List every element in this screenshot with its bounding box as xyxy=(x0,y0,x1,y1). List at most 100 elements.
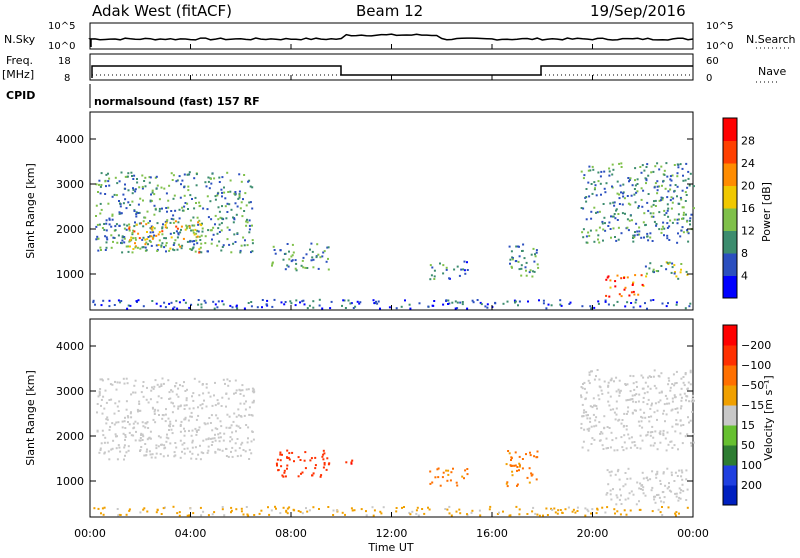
data-cell xyxy=(342,299,345,302)
data-cell xyxy=(224,382,226,385)
data-cell xyxy=(105,229,108,232)
data-cell xyxy=(534,253,536,256)
data-cell xyxy=(229,190,232,193)
data-cell xyxy=(198,394,201,397)
data-cell xyxy=(160,513,163,515)
data-cell xyxy=(664,484,667,487)
data-cell xyxy=(144,176,147,179)
data-cell xyxy=(165,242,168,244)
y-tick-label: 1000 xyxy=(56,268,84,281)
data-cell xyxy=(219,216,222,219)
data-cell xyxy=(153,213,156,216)
data-cell xyxy=(165,408,167,411)
data-cell xyxy=(250,251,252,254)
data-cell xyxy=(139,450,141,452)
data-cell xyxy=(323,452,326,455)
data-cell xyxy=(448,512,451,515)
data-cell xyxy=(583,409,586,412)
data-cell xyxy=(176,512,179,515)
data-cell xyxy=(666,431,669,434)
data-cell xyxy=(187,419,190,422)
data-cell xyxy=(459,301,462,304)
data-cell xyxy=(132,229,135,232)
data-cell xyxy=(169,247,172,250)
data-cell xyxy=(518,508,521,511)
data-cell xyxy=(682,179,685,182)
data-cell xyxy=(597,171,600,174)
data-cell xyxy=(521,249,524,252)
data-cell xyxy=(126,175,129,178)
data-cell xyxy=(684,307,687,310)
data-cell xyxy=(165,221,168,224)
data-cell xyxy=(200,514,203,517)
data-cell xyxy=(663,209,666,212)
data-cell xyxy=(152,407,154,410)
data-cell xyxy=(123,446,126,449)
data-cell xyxy=(138,400,141,403)
data-cell xyxy=(155,452,158,455)
data-cell xyxy=(153,227,156,230)
data-cell xyxy=(676,241,679,244)
freq-panel: Freq. [MHz] 18 8 60 0 Nave xyxy=(2,53,786,84)
data-cell xyxy=(593,188,596,191)
data-cell xyxy=(649,478,652,481)
cpid-panel: CPID normalsound (fast) 157 RF xyxy=(6,84,260,108)
data-cell xyxy=(581,305,584,308)
data-cell xyxy=(302,266,305,269)
data-cell xyxy=(662,501,665,504)
data-cell xyxy=(643,169,646,172)
data-cell xyxy=(249,201,252,204)
data-cell xyxy=(222,439,225,442)
data-cell xyxy=(512,257,514,260)
data-cell xyxy=(613,508,616,511)
data-cell xyxy=(444,508,447,510)
data-cell xyxy=(675,423,678,426)
data-cell xyxy=(286,507,289,510)
data-cell xyxy=(638,393,641,396)
data-cell xyxy=(163,301,166,304)
date-title: 19/Sep/2016 xyxy=(590,2,686,20)
data-cell xyxy=(654,182,657,185)
data-cell xyxy=(138,186,141,189)
data-cell xyxy=(666,226,669,229)
data-cell xyxy=(201,227,204,230)
data-cell xyxy=(631,398,634,400)
data-cell xyxy=(629,177,632,180)
data-cell xyxy=(682,211,685,214)
data-cell xyxy=(272,245,275,248)
data-cell xyxy=(617,226,620,229)
data-cell xyxy=(134,188,137,191)
data-cell xyxy=(283,469,286,472)
data-cell xyxy=(651,402,653,405)
data-cell xyxy=(200,303,203,306)
data-cell xyxy=(675,492,678,495)
data-cell xyxy=(162,382,165,385)
data-cell xyxy=(580,207,583,209)
data-cell xyxy=(150,227,153,230)
data-cell xyxy=(591,406,594,409)
data-cell xyxy=(395,307,398,310)
data-cell xyxy=(587,181,590,184)
data-cell xyxy=(585,414,588,417)
data-cell xyxy=(637,420,640,423)
data-cell xyxy=(650,215,653,218)
data-cell xyxy=(554,511,557,514)
data-cell xyxy=(536,450,539,453)
data-cell xyxy=(608,174,611,177)
data-cell xyxy=(226,171,229,174)
data-cell xyxy=(647,239,650,242)
data-cell xyxy=(690,213,693,216)
data-cell xyxy=(238,447,241,450)
data-cell xyxy=(654,205,657,207)
data-cell xyxy=(174,385,176,388)
data-cell xyxy=(534,255,537,258)
data-cell xyxy=(590,217,593,220)
data-cell xyxy=(118,200,120,202)
data-cell xyxy=(551,509,554,511)
data-cell xyxy=(209,395,212,398)
data-cell xyxy=(135,211,138,214)
data-cell xyxy=(606,469,609,472)
data-cell xyxy=(511,258,514,261)
data-cell xyxy=(341,304,343,307)
data-cell xyxy=(306,267,309,269)
